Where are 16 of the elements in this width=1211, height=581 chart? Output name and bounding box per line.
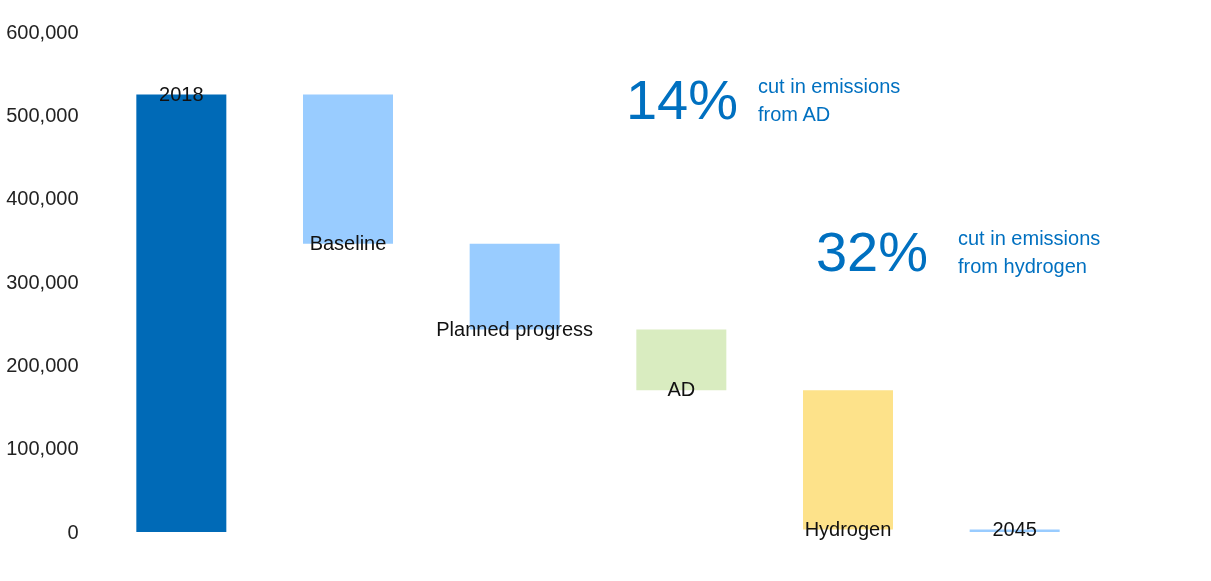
y-tick-label: 0 — [67, 520, 79, 543]
y-tick-label: 200,000 — [6, 353, 79, 376]
y-tick-label: 500,000 — [6, 103, 79, 126]
y-tick-label: 100,000 — [6, 437, 79, 460]
annotation: cut in emissions from hydrogen — [958, 227, 1101, 277]
x-tick-label: AD — [667, 378, 696, 401]
x-tick-label: 2045 — [992, 517, 1037, 540]
annotation: 32% — [815, 220, 928, 283]
y-tick-label: 400,000 — [6, 187, 79, 210]
y-tick-label: 300,000 — [6, 270, 79, 293]
annotation: 14% — [625, 68, 738, 131]
x-tick-label: Planned progress — [436, 317, 594, 340]
y-tick-label: 600,000 — [6, 20, 79, 43]
x-tick-label: Baseline — [309, 231, 387, 254]
annotation: cut in emissions from AD — [758, 75, 901, 125]
x-tick-label: Hydrogen — [804, 517, 892, 540]
